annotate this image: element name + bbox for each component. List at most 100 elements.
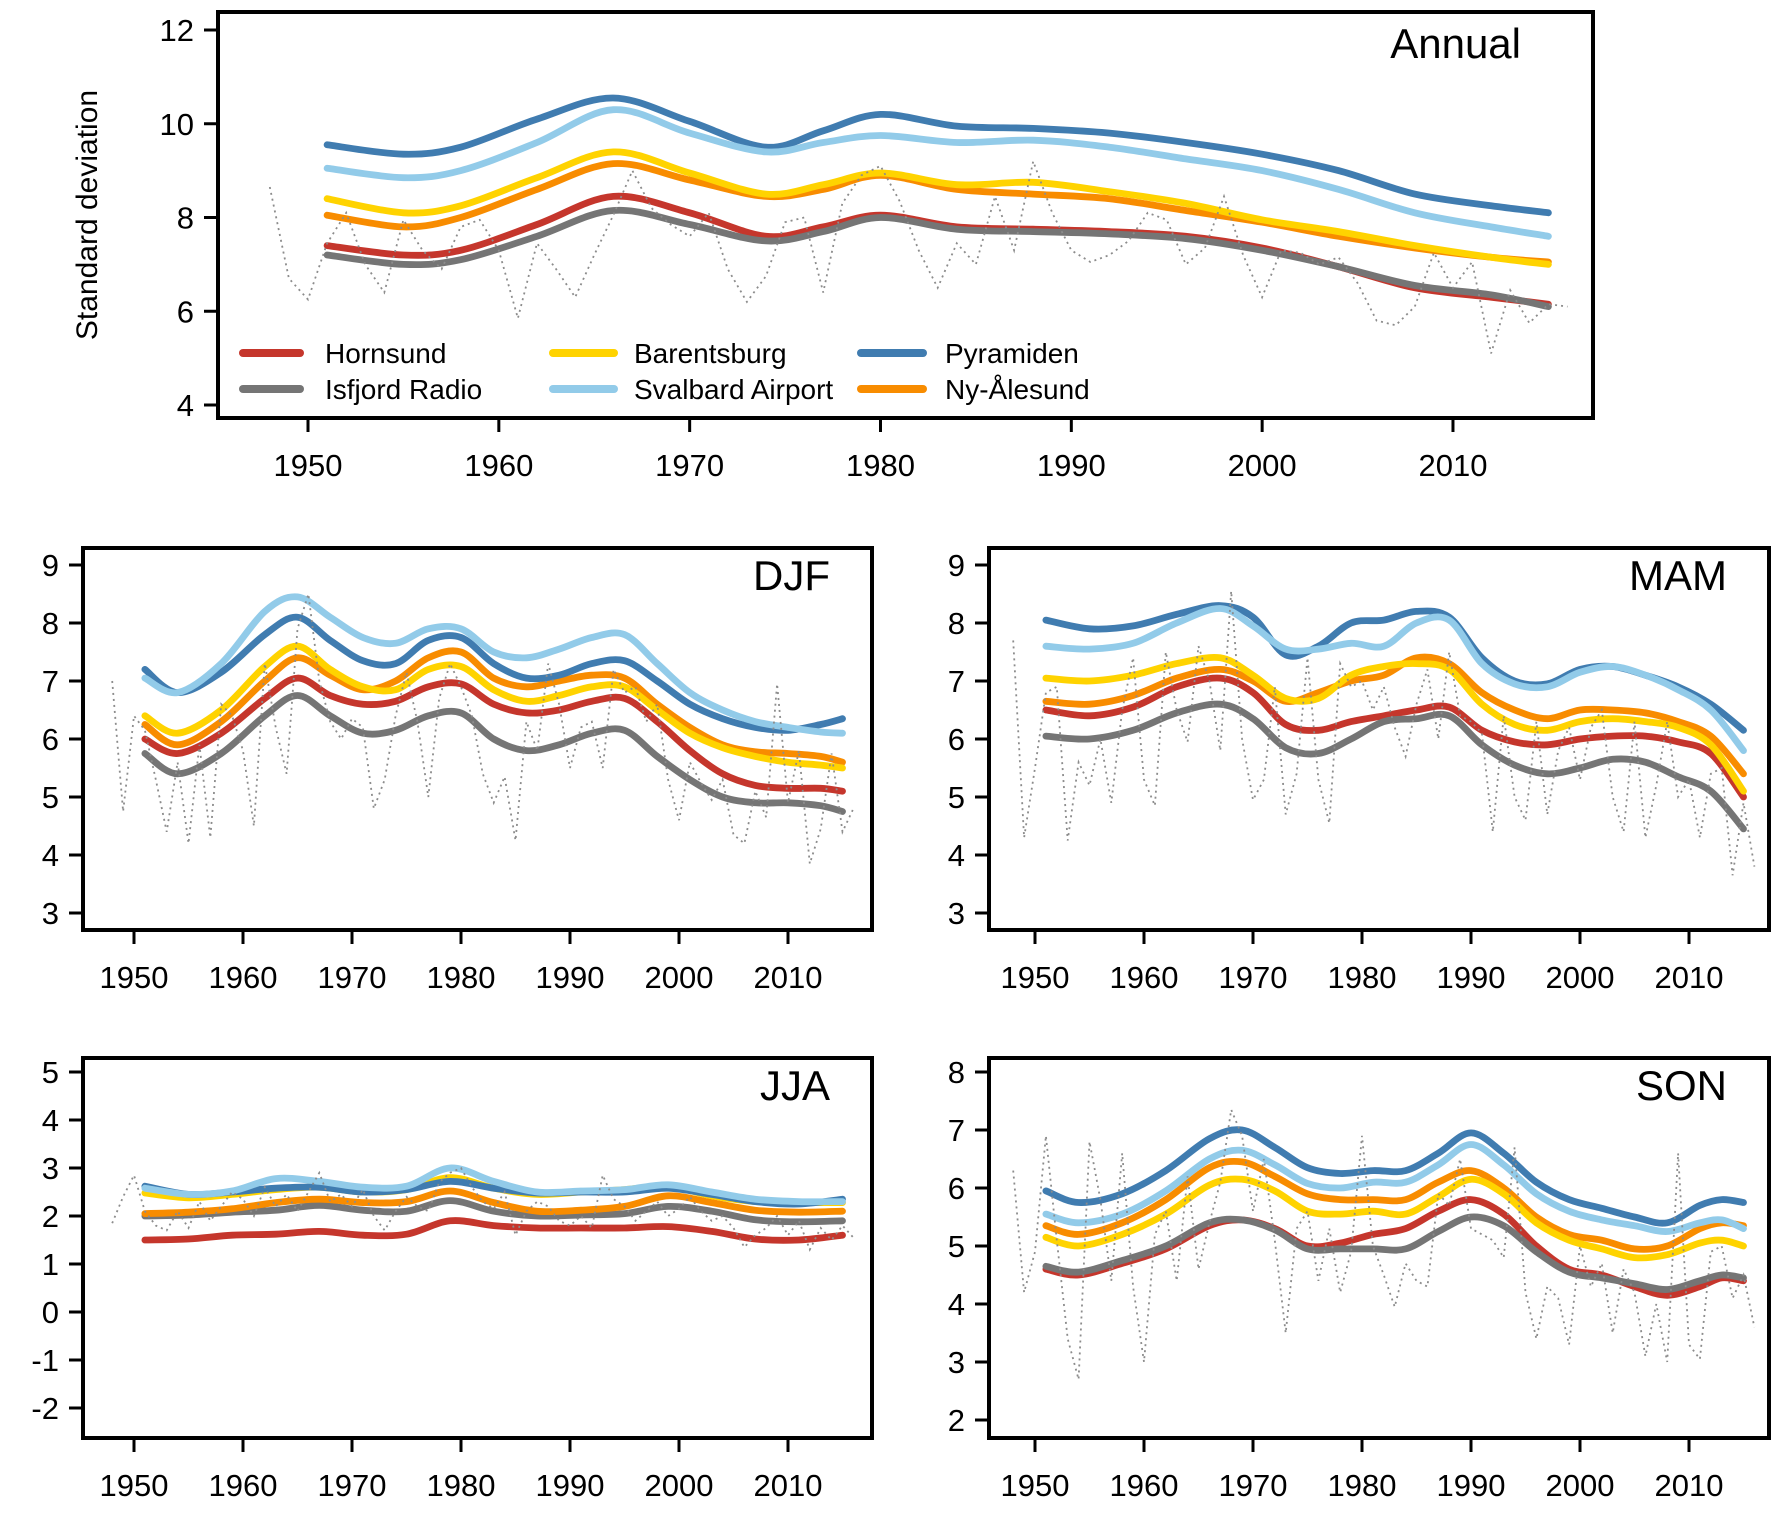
x-tick-label: 1950 [1001,1468,1070,1503]
series-line-isfjord [141,692,846,815]
y-tick-label: 8 [177,201,194,236]
y-tick-label: 4 [42,1103,59,1138]
x-tick-label: 1970 [655,448,724,483]
y-tick-label: 9 [948,548,965,583]
panel-title-mam: MAM [1629,552,1727,599]
x-tick-label: 1990 [1437,1468,1506,1503]
raw-dotted-line [1012,1106,1756,1380]
y-tick-label: 4 [42,838,59,873]
y-tick-label: 5 [948,780,965,815]
y-tick-label: -2 [31,1391,59,1426]
legend-label-hornsund: Hornsund [325,338,446,369]
x-tick-label: 1960 [1110,960,1179,995]
y-tick-label: 4 [948,838,965,873]
x-tick-label: 1980 [427,1468,496,1503]
y-tick-label: 8 [42,606,59,641]
series-line-isfjord [1042,1213,1747,1293]
x-tick-label: 1950 [100,1468,169,1503]
x-tick-label: 2000 [1546,960,1615,995]
panel-title-jja: JJA [760,1062,830,1109]
y-tick-label: 0 [42,1295,59,1330]
legend-label-isfjord: Isfjord Radio [325,374,482,405]
x-tick-label: 2010 [1655,1468,1724,1503]
raw-dotted-line [268,158,1568,354]
x-tick-label: 1970 [1219,960,1288,995]
y-tick-label: 4 [177,388,194,423]
plot-box [216,10,1595,420]
panel-mam: 1950 1960 1970 1980 1990 2000 2010 3 4 5 6 7 8 9 MAM [948,546,1771,995]
series-line-svalbard [141,593,846,737]
y-tick-label: 5 [42,780,59,815]
y-tick-label: 7 [948,664,965,699]
series-group [111,593,855,864]
raw-dotted-line [111,1166,855,1252]
series-line-hornsund [141,674,846,795]
x-tick-label: 1990 [536,1468,605,1503]
plot-box [81,1056,874,1440]
series-line-barentsburg [141,642,846,772]
x-tick-label: 2000 [1228,448,1297,483]
series-line-svalbard [141,1164,846,1206]
raw-dotted-line [111,593,855,864]
x-tick-label: 1960 [209,1468,278,1503]
series-line-pyramiden [323,94,1552,217]
x-tick-label: 2000 [645,1468,714,1503]
x-tick-label: 1990 [536,960,605,995]
raw-dotted-line [1012,591,1756,876]
y-axis-title: Standard deviation [71,90,104,340]
series-line-isfjord [323,206,1552,310]
y-tick-label: 3 [42,1151,59,1186]
y-tick-label: 6 [42,722,59,757]
x-tick-label: 1990 [1037,448,1106,483]
y-tick-label: 7 [42,664,59,699]
panel-son: 1950 1960 1970 1980 1990 2000 2010 2 3 4 5 6 7 8 SON [948,1055,1771,1503]
y-tick-label: 3 [948,896,965,931]
x-tick-label: 1980 [1328,960,1397,995]
x-tick-label: 1980 [1328,1468,1397,1503]
x-tick-label: 2010 [1418,448,1487,483]
series-line-svalbard [1042,1141,1747,1235]
y-tick-label: 9 [42,548,59,583]
x-tick-label: 2000 [1546,1468,1615,1503]
x-tick-label: 2010 [754,960,823,995]
series-line-nyalesund [141,1187,846,1217]
x-tick-label: 2010 [1655,960,1724,995]
y-tick-label: 3 [42,896,59,931]
y-tick-label: 5 [948,1229,965,1264]
x-tick-label: 1950 [1001,960,1070,995]
series-line-nyalesund [1042,653,1747,778]
x-tick-label: 1960 [209,960,278,995]
y-tick-label: 7 [948,1113,965,1148]
x-tick-label: 1950 [274,448,343,483]
y-tick-label: 3 [948,1345,965,1380]
series-line-pyramiden [1042,1126,1747,1227]
x-tick-label: 1990 [1437,960,1506,995]
legend-label-barentsburg: Barentsburg [634,338,787,369]
legend: Hornsund Isfjord Radio Barentsburg Svalbard… [239,338,1090,405]
x-tick-label: 1970 [1219,1468,1288,1503]
y-tick-label: 6 [948,1171,965,1206]
series-line-isfjord [141,1197,846,1226]
series-line-svalbard [323,106,1552,240]
panel-annual: 1950 1960 1970 1980 1990 2000 2010 4 6 8 10 12 Annua… [71,10,1595,483]
y-tick-label: 6 [948,722,965,757]
series-group [1012,1106,1756,1380]
x-tick-label: 1970 [318,960,387,995]
y-tick-label: 5 [42,1055,59,1090]
y-tick-label: 8 [948,606,965,641]
y-tick-label: 12 [160,13,194,48]
y-tick-label: -1 [31,1343,59,1378]
series-line-pyramiden [141,613,846,734]
y-tick-label: 10 [160,107,194,142]
plot-box [987,1056,1771,1440]
y-tick-label: 8 [948,1055,965,1090]
legend-label-nyalesund: Ny-Ålesund [945,374,1090,405]
series-group [1012,591,1756,876]
panel-title-son: SON [1636,1062,1727,1109]
panel-title-annual: Annual [1390,20,1521,67]
panel-djf: 1950 1960 1970 1980 1990 2000 2010 3 4 5 6 7 8 9 DJF [42,546,874,995]
series-line-barentsburg [1042,1175,1747,1262]
series-line-isfjord [1042,700,1747,833]
